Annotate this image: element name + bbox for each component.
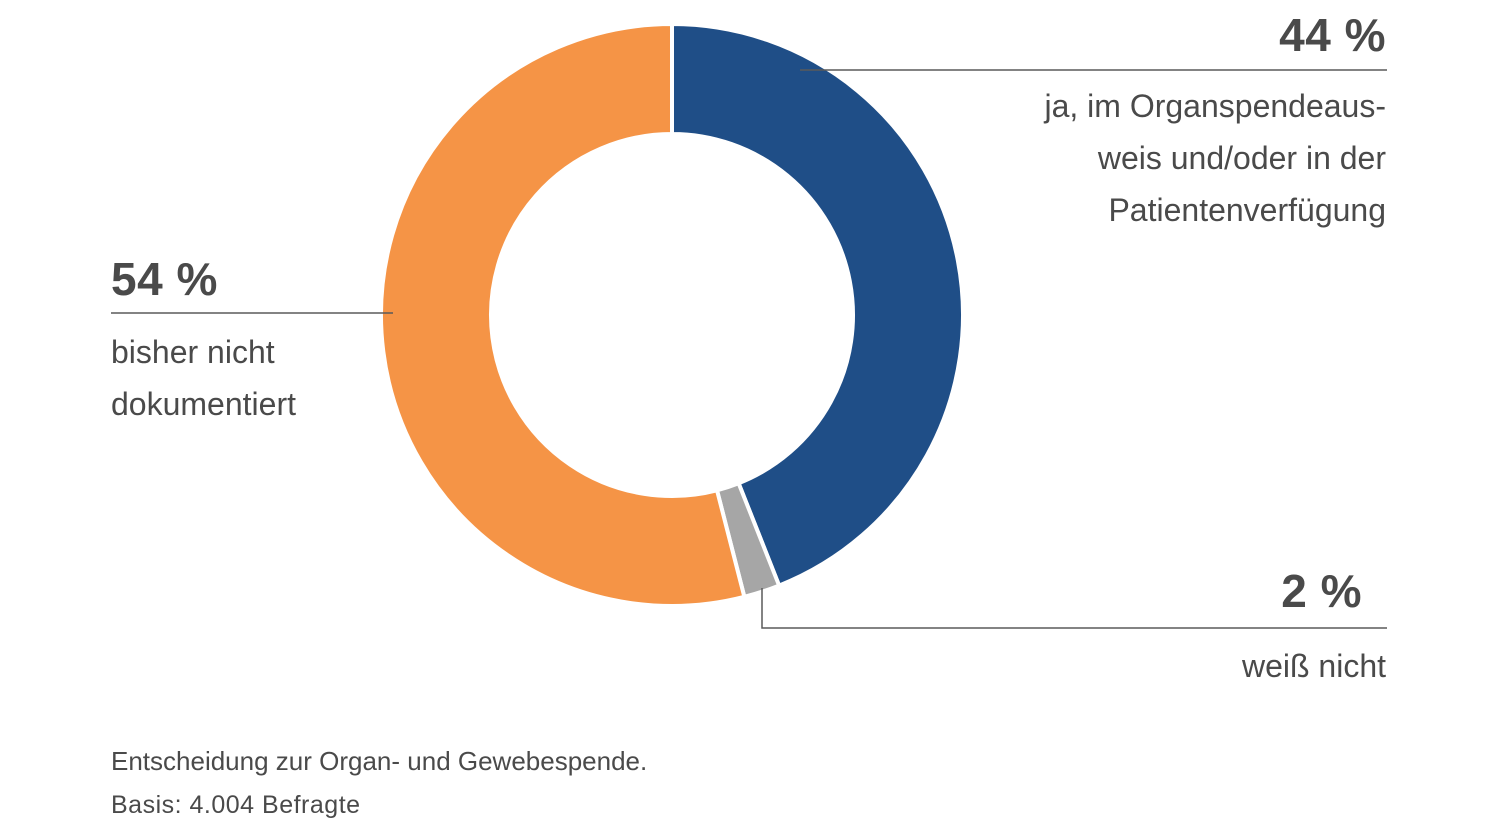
- category-label-yes: ja, im Organspendeaus- weis und/oder in …: [966, 80, 1386, 236]
- category-label-no: bisher nicht dokumentiert: [111, 326, 411, 430]
- category-label-line: weis und/oder in der: [1097, 140, 1386, 176]
- leader-line-dont-know: [761, 588, 1387, 629]
- donut-slice-yes: [670, 21, 965, 589]
- value-label-dont-know: 2 %: [1281, 565, 1362, 617]
- chart-basis-note: Basis: 4.004 Befragte: [111, 791, 361, 819]
- category-label-line: dokumentiert: [111, 386, 296, 422]
- category-label-line: Patientenverfügung: [1108, 192, 1386, 228]
- category-label-line: bisher nicht: [111, 334, 275, 370]
- category-label-dont-know: weiß nicht: [1242, 640, 1386, 692]
- donut-slice-no: [379, 21, 747, 608]
- category-label-line: ja, im Organspendeaus-: [1044, 88, 1386, 124]
- value-label-yes: 44 %: [1279, 9, 1386, 61]
- chart-caption: Entscheidung zur Organ- und Gewebespende…: [111, 746, 648, 776]
- category-label-line: weiß nicht: [1241, 648, 1386, 684]
- value-label-no: 54 %: [111, 253, 218, 305]
